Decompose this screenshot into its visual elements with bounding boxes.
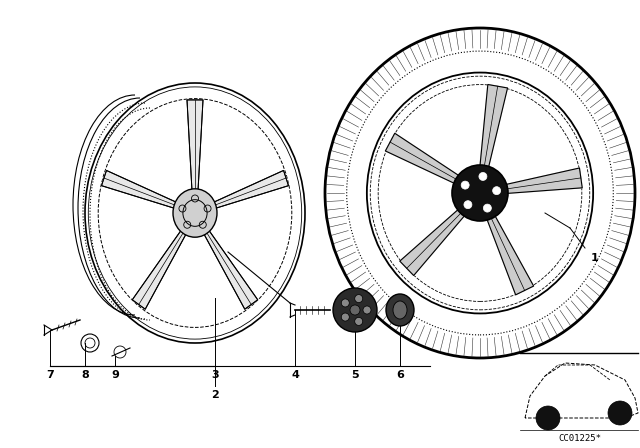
Circle shape <box>536 406 560 430</box>
Circle shape <box>355 318 363 325</box>
Circle shape <box>355 295 363 302</box>
Text: 5: 5 <box>351 370 359 380</box>
Polygon shape <box>479 85 508 172</box>
Polygon shape <box>499 168 582 194</box>
Text: 9: 9 <box>111 370 119 380</box>
Text: 6: 6 <box>396 370 404 380</box>
Polygon shape <box>400 205 468 276</box>
Polygon shape <box>385 133 464 186</box>
Text: 7: 7 <box>46 370 54 380</box>
Circle shape <box>493 187 500 195</box>
Ellipse shape <box>386 294 414 326</box>
Text: 3: 3 <box>211 370 219 380</box>
Polygon shape <box>102 170 179 209</box>
Circle shape <box>341 313 349 321</box>
Circle shape <box>341 299 349 307</box>
Polygon shape <box>132 229 187 309</box>
Polygon shape <box>485 211 534 295</box>
Circle shape <box>608 401 632 425</box>
Circle shape <box>461 181 469 189</box>
Polygon shape <box>211 170 289 209</box>
Polygon shape <box>187 100 203 191</box>
Text: 1: 1 <box>591 253 599 263</box>
Circle shape <box>479 172 487 181</box>
Ellipse shape <box>173 189 217 237</box>
Text: 2: 2 <box>211 390 219 400</box>
Text: 8: 8 <box>81 370 89 380</box>
Circle shape <box>350 305 360 315</box>
Text: 4: 4 <box>291 370 299 380</box>
Circle shape <box>464 201 472 209</box>
Text: CC01225*: CC01225* <box>559 434 602 443</box>
Circle shape <box>483 204 492 212</box>
Circle shape <box>363 306 371 314</box>
Circle shape <box>452 165 508 221</box>
Polygon shape <box>203 229 258 309</box>
Circle shape <box>333 288 377 332</box>
Ellipse shape <box>393 301 407 319</box>
